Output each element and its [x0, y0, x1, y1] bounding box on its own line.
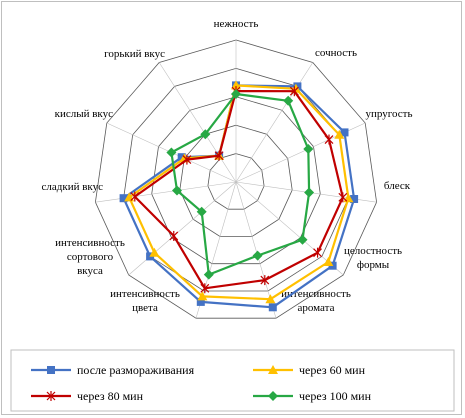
legend-item-1: через 60 мин — [253, 363, 366, 377]
series-0-point-9 — [177, 153, 186, 162]
series-3 — [166, 89, 315, 280]
axis-label-5: интенсивность аромата — [281, 288, 351, 314]
series-1-point-4 — [323, 257, 334, 266]
series-3-point-3 — [304, 187, 315, 198]
axis-label-2: упругость — [366, 108, 413, 120]
legend-label-0: после размораживания — [77, 363, 195, 377]
grid-spoke-5 — [235, 181, 277, 319]
legend: после размораживания через 60 мин через 80… — [31, 363, 372, 403]
legend-item-0: после размораживания — [31, 363, 195, 377]
series-2-point-10 — [214, 150, 224, 161]
axis-label-3: блеск — [384, 180, 411, 192]
axis-label-10: горький вкус — [104, 48, 165, 60]
series-0-point-1 — [293, 82, 302, 91]
grid-spoke-10 — [158, 62, 237, 183]
series-2-point-5 — [260, 275, 270, 286]
legend-label-3: через 100 мин — [299, 389, 372, 403]
series-3-point-10 — [200, 129, 211, 140]
series-line-0 — [122, 84, 356, 309]
series-2-point-2 — [324, 134, 334, 145]
series-3-point-6 — [203, 269, 214, 280]
series-line-2 — [133, 89, 344, 290]
legend-item-2: через 80 мин — [31, 389, 144, 403]
series-line-3 — [170, 92, 311, 276]
legend-label-2: через 80 мин — [77, 389, 144, 403]
grid-spoke-4 — [235, 181, 344, 276]
series-3-point-9 — [166, 147, 177, 158]
legend-label-1: через 60 мин — [299, 363, 366, 377]
series-1-point-0 — [231, 80, 241, 90]
series-1-point-6 — [197, 291, 208, 301]
series-3-point-4 — [297, 234, 308, 245]
grid-spoke-8 — [95, 181, 237, 203]
series-0-point-3 — [350, 195, 359, 203]
axis-label-4: целостность формы — [344, 245, 402, 271]
legend-item-3: через 100 мин — [253, 389, 372, 403]
legend-marker-0 — [47, 366, 55, 374]
series-0-point-2 — [340, 128, 349, 137]
series-2-point-1 — [289, 86, 299, 97]
axis-label-7: интенсивность сортового вкуса — [55, 237, 125, 277]
grid-spoke-1 — [235, 62, 314, 183]
series-1-point-2 — [334, 129, 345, 139]
legend-marker-3 — [268, 391, 278, 401]
series-2-point-3 — [338, 192, 348, 203]
axis-label-6: интенсивность цвета — [110, 288, 180, 314]
series-1-point-7 — [149, 247, 160, 257]
legend-box — [10, 349, 455, 412]
series-2-point-7 — [169, 230, 179, 241]
grid-ring-2 — [179, 124, 293, 237]
series-3-point-0 — [231, 89, 241, 99]
grid-ring-1 — [207, 153, 265, 210]
series-line-1 — [128, 84, 350, 301]
series-0-point-5 — [268, 303, 277, 312]
series-2-point-9 — [182, 154, 192, 165]
axis-label-8: сладкий вкус — [42, 181, 104, 193]
series-3-point-5 — [252, 250, 263, 261]
series-2-point-6 — [200, 283, 210, 294]
series-3-point-2 — [303, 144, 314, 154]
series-2-point-4 — [313, 247, 322, 258]
series-1-point-5 — [265, 294, 276, 304]
axis-labels: нежность сочность упругость блеск целостност… — [42, 18, 413, 314]
axis-label-1: сочность — [315, 47, 357, 59]
axis-label-0: нежность — [214, 18, 259, 30]
grid-ring-5 — [94, 39, 378, 319]
series-3-point-1 — [283, 95, 294, 106]
series-3-point-8 — [172, 185, 182, 196]
legend-marker-2 — [46, 391, 56, 401]
series-3-point-7 — [196, 206, 207, 217]
series-0-point-8 — [119, 194, 128, 203]
axis-label-9: кислый вкус — [55, 108, 114, 120]
legend-marker-1 — [268, 365, 278, 374]
series-layer — [119, 80, 359, 312]
series-2-point-8 — [130, 191, 140, 202]
series-0-point-6 — [196, 297, 205, 306]
